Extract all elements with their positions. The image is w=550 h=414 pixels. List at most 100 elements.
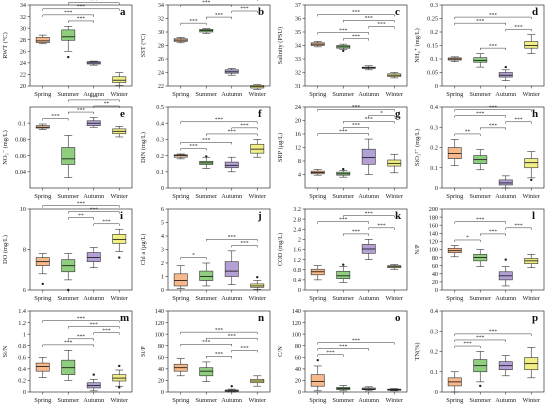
y-tick-label: 80 xyxy=(432,255,438,262)
box-summer xyxy=(62,350,75,380)
significance-bracket: *** xyxy=(94,219,120,226)
x-tick-label: Winter xyxy=(249,193,267,200)
significance-bracket: *** xyxy=(181,0,232,7)
y-tick-label: 0.04 xyxy=(15,169,26,176)
significance-bracket: *** xyxy=(455,105,532,112)
y-tick-label: 32 xyxy=(20,14,26,21)
x-tick-label: Spring xyxy=(309,91,327,98)
x-tick-label: Spring xyxy=(309,295,327,302)
box-winter xyxy=(388,73,401,78)
panel-letter: h xyxy=(532,108,538,120)
x-tick-label: Autumn xyxy=(495,193,517,200)
outlier-point xyxy=(256,276,258,278)
significance-label: *** xyxy=(240,123,249,129)
y-tick-label: 0 xyxy=(435,287,438,294)
box-spring xyxy=(448,139,461,165)
iqr-box xyxy=(448,148,461,159)
y-tick-label: 140 xyxy=(429,231,438,238)
x-tick-label: Autumn xyxy=(221,193,243,200)
box-winter xyxy=(113,365,126,389)
box-summer xyxy=(200,155,213,168)
y-tick-label: 100 xyxy=(155,331,164,338)
significance-label: *** xyxy=(202,0,211,6)
y-tick-label: 0 xyxy=(298,287,301,294)
box-winter xyxy=(113,229,126,259)
significance-bracket: ** xyxy=(68,213,94,220)
y-tick-label: 0 xyxy=(23,389,26,396)
y-tick-label: 30 xyxy=(20,25,26,32)
significance-label: *** xyxy=(228,129,237,135)
x-tick-label: Winter xyxy=(386,295,404,302)
iqr-box xyxy=(174,274,187,286)
y-tick-label: 34 xyxy=(20,2,26,9)
significance-bracket: *** xyxy=(455,329,532,336)
significance-bracket: *** xyxy=(369,223,395,230)
significance-bracket: *** xyxy=(43,316,120,323)
significance-label: *** xyxy=(215,117,224,123)
significance-label: *** xyxy=(215,327,224,333)
y-tick-label: 1 xyxy=(161,274,164,281)
box-summer xyxy=(474,150,487,170)
x-tick-label: Spring xyxy=(172,193,190,200)
x-tick-label: Spring xyxy=(172,397,190,404)
y-tick-label: 0.3 xyxy=(430,328,438,335)
x-tick-label: Summer xyxy=(469,91,492,98)
significance-label: *** xyxy=(377,223,386,229)
significance-bracket: *** xyxy=(318,350,344,357)
box-spring xyxy=(174,358,187,375)
iqr-box xyxy=(62,30,75,40)
significance-label: *** xyxy=(365,16,374,22)
x-tick-label: Summer xyxy=(332,295,355,302)
y-tick-label: 180 xyxy=(429,214,438,221)
y-tick-label: 24 xyxy=(20,60,26,67)
x-tick-label: Winter xyxy=(111,193,129,200)
significance-label: *** xyxy=(240,346,249,352)
y-axis-label: Chl a (μg/L) xyxy=(140,234,147,266)
x-tick-label: Summer xyxy=(57,193,80,200)
significance-bracket: *** xyxy=(68,107,94,114)
y-axis-label: N/P xyxy=(414,244,421,254)
significance-bracket: *** xyxy=(206,0,257,1)
iqr-box xyxy=(36,363,49,371)
outlier-point xyxy=(505,66,507,68)
x-tick-label: Winter xyxy=(111,295,129,302)
y-tick-label: 16 xyxy=(295,131,301,138)
box-summer xyxy=(200,263,213,286)
plot-frame xyxy=(305,209,407,290)
x-tick-label: Winter xyxy=(249,295,267,302)
x-tick-label: Spring xyxy=(34,91,52,98)
y-tick-label: 0 xyxy=(161,185,164,192)
significance-label: *** xyxy=(352,10,361,16)
y-tick-label: 0 xyxy=(298,389,301,396)
y-tick-label: 37 xyxy=(295,2,301,9)
y-tick-label: 0 xyxy=(435,83,438,90)
significance-label: *** xyxy=(189,144,198,150)
y-tick-label: 22 xyxy=(20,72,26,79)
panel-letter: a xyxy=(120,6,126,18)
significance-label: *** xyxy=(514,24,523,30)
x-tick-label: Spring xyxy=(309,193,327,200)
box-autumn xyxy=(362,66,375,70)
y-tick-label: 20 xyxy=(20,83,26,90)
significance-bracket: *** xyxy=(318,10,395,17)
y-tick-label: 34 xyxy=(295,43,301,50)
y-tick-label: 60 xyxy=(158,354,164,361)
panel-letter: i xyxy=(120,210,123,222)
y-tick-label: 200 xyxy=(429,206,438,213)
x-tick-label: Autumn xyxy=(495,397,517,404)
box-autumn xyxy=(499,356,512,376)
y-tick-label: 0.4 xyxy=(156,120,164,127)
significance-label: *** xyxy=(339,28,348,34)
significance-label: ** xyxy=(465,129,471,135)
significance-label: *** xyxy=(240,6,249,12)
x-tick-label: Autumn xyxy=(358,91,380,98)
box-winter xyxy=(113,73,126,86)
y-tick-label: 20 xyxy=(158,378,164,385)
significance-label: *** xyxy=(64,340,73,346)
box-spring xyxy=(174,266,187,289)
box-autumn xyxy=(362,239,375,259)
box-summer xyxy=(337,44,350,52)
y-tick-label: 0 xyxy=(161,287,164,294)
